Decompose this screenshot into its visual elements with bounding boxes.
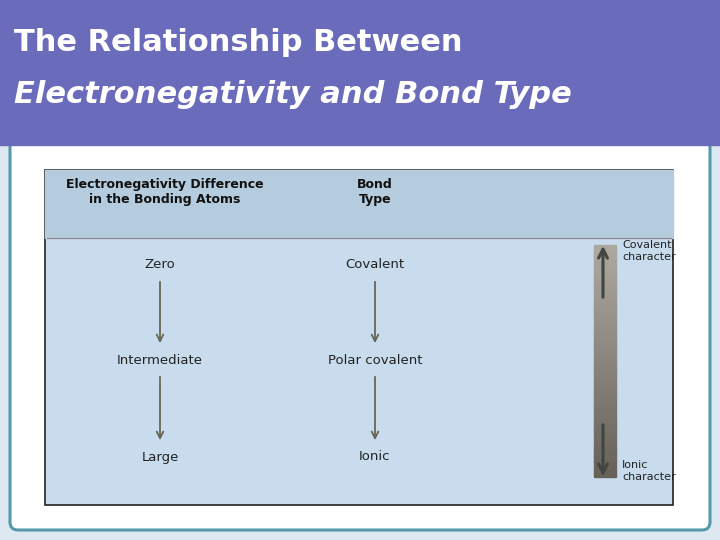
Bar xyxy=(594,349,616,353)
Text: Large: Large xyxy=(141,450,179,463)
Bar xyxy=(594,418,616,423)
Bar xyxy=(594,268,616,272)
Bar xyxy=(594,465,616,469)
Bar xyxy=(45,170,673,238)
Bar xyxy=(594,434,616,438)
Bar xyxy=(594,426,616,430)
Bar xyxy=(594,299,616,303)
Bar xyxy=(594,322,616,326)
Bar xyxy=(594,264,616,268)
Bar xyxy=(594,275,616,280)
Bar xyxy=(594,438,616,442)
Bar xyxy=(594,457,616,462)
Bar xyxy=(594,469,616,473)
Bar xyxy=(594,287,616,292)
Bar xyxy=(594,446,616,450)
Bar xyxy=(594,388,616,392)
Bar xyxy=(594,356,616,361)
Text: Covalent: Covalent xyxy=(346,259,405,272)
Bar xyxy=(594,384,616,388)
Bar xyxy=(594,302,616,307)
Bar xyxy=(594,272,616,276)
Bar xyxy=(594,407,616,411)
Bar xyxy=(594,314,616,319)
Bar xyxy=(594,310,616,315)
Bar xyxy=(594,380,616,384)
Bar xyxy=(594,341,616,346)
Text: Ionic: Ionic xyxy=(359,450,391,463)
Text: Electronegativity Difference
in the Bonding Atoms: Electronegativity Difference in the Bond… xyxy=(66,178,264,206)
Bar xyxy=(594,252,616,256)
Text: Polar covalent: Polar covalent xyxy=(328,354,422,367)
Bar xyxy=(594,430,616,435)
Bar xyxy=(594,372,616,376)
Bar xyxy=(594,353,616,357)
Bar xyxy=(594,395,616,400)
Bar xyxy=(594,260,616,265)
Bar xyxy=(594,415,616,419)
Bar xyxy=(594,368,616,373)
Bar xyxy=(594,411,616,415)
Bar xyxy=(594,295,616,299)
Bar xyxy=(594,449,616,454)
Bar xyxy=(0,0,720,145)
Bar xyxy=(594,461,616,465)
Bar xyxy=(594,364,616,369)
Bar xyxy=(594,279,616,284)
Bar xyxy=(594,361,616,365)
Bar xyxy=(594,376,616,380)
Text: Ionic
character: Ionic character xyxy=(622,461,675,482)
Text: Bond
Type: Bond Type xyxy=(357,178,393,206)
Bar xyxy=(45,170,673,505)
Bar xyxy=(594,291,616,295)
Bar xyxy=(594,283,616,287)
Bar xyxy=(594,326,616,330)
Bar xyxy=(594,306,616,310)
Bar xyxy=(594,329,616,334)
Text: Zero: Zero xyxy=(145,259,176,272)
Bar xyxy=(594,338,616,342)
Bar xyxy=(594,422,616,427)
Bar xyxy=(594,245,616,249)
Bar xyxy=(594,453,616,458)
FancyBboxPatch shape xyxy=(10,136,710,530)
Text: The Relationship Between: The Relationship Between xyxy=(14,28,462,57)
Bar xyxy=(594,399,616,403)
Bar xyxy=(594,333,616,338)
Bar xyxy=(594,256,616,260)
Bar xyxy=(594,392,616,396)
Bar xyxy=(594,442,616,446)
Bar xyxy=(594,345,616,349)
Text: Electronegativity and Bond Type: Electronegativity and Bond Type xyxy=(14,80,572,109)
Bar xyxy=(594,248,616,253)
Bar xyxy=(594,472,616,477)
Text: Covalent
character: Covalent character xyxy=(622,240,675,261)
Bar xyxy=(594,318,616,322)
Bar xyxy=(594,403,616,407)
Text: Intermediate: Intermediate xyxy=(117,354,203,367)
